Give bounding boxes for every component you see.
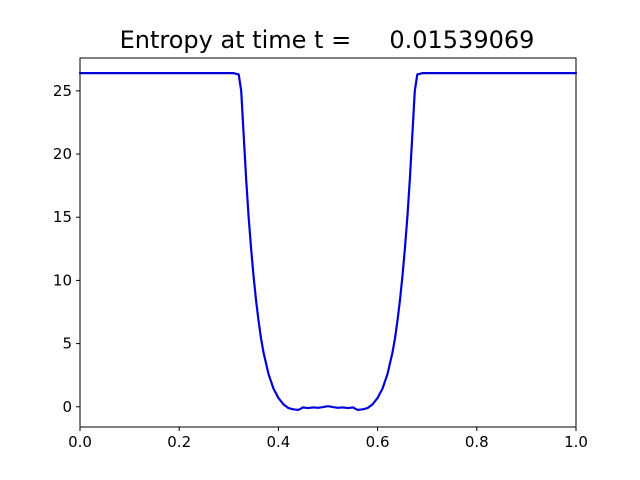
plot-area	[78, 72, 578, 412]
x-tick-label: 1.0	[564, 433, 588, 451]
x-axis: 0.0 0.2 0.4 0.6 0.8 1.0	[68, 427, 588, 451]
y-tick-label: 5	[62, 335, 72, 353]
x-tick-label: 0.4	[266, 433, 290, 451]
y-tick-label: 15	[53, 208, 72, 226]
x-tick-label: 0.6	[366, 433, 390, 451]
y-tick-label: 0	[62, 398, 72, 416]
y-tick-label: 25	[53, 82, 72, 100]
y-tick-label: 10	[53, 271, 72, 289]
y-tick-label: 20	[53, 145, 72, 163]
chart-title: Entropy at time t = 0.01539069	[120, 26, 535, 54]
x-tick-label: 0.2	[167, 433, 191, 451]
x-tick-label: 0.0	[68, 433, 92, 451]
x-tick-label: 0.8	[465, 433, 489, 451]
series-line-0	[78, 72, 578, 412]
axes-frame	[79, 57, 577, 428]
y-axis: 0 5 10 15 20 25	[53, 82, 80, 416]
